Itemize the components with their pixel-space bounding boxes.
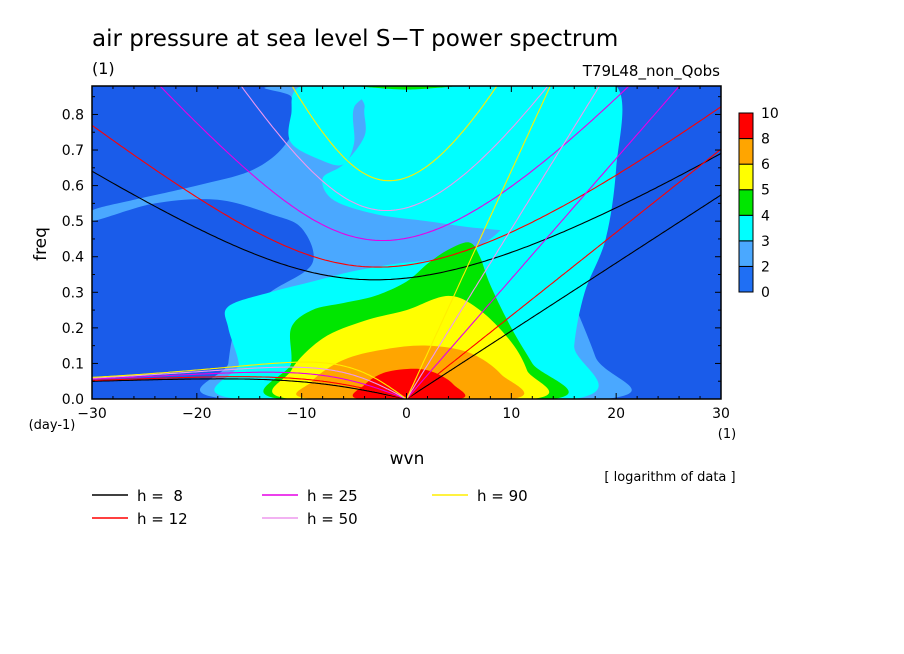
colorbar-swatch <box>738 138 754 165</box>
colorbar-swatch <box>738 189 754 216</box>
contour-level-3-2 <box>288 86 377 166</box>
legend-label: h = 25 <box>307 487 358 505</box>
contour-level-8-8 <box>352 368 466 399</box>
x-axis-label: wvn <box>390 449 425 469</box>
kelvin-curve-h8 <box>406 194 721 399</box>
rossby-curve-h90 <box>92 361 407 399</box>
colorbar-label: 6 <box>761 157 770 173</box>
colorbar-swatch <box>738 214 754 242</box>
y-axis-unit: (day-1) <box>29 418 76 433</box>
y-tick-label: 0.8 <box>62 107 84 123</box>
inertio-gravity-curve-h8 <box>92 152 721 281</box>
x-tick-label: 10 <box>502 406 520 422</box>
y-tick-label: 0.3 <box>62 285 84 301</box>
legend-label: h = 50 <box>307 510 358 528</box>
kelvin-curve-h25 <box>406 86 681 399</box>
kelvin-curve-h90 <box>405 86 551 399</box>
inertio-gravity-curve-h25 <box>159 86 630 242</box>
inertio-gravity-curve-h90 <box>291 86 498 182</box>
x-tick-label: −20 <box>182 406 212 422</box>
colorbar-label: 3 <box>761 234 770 250</box>
contour-level-3-3 <box>322 86 556 231</box>
legend-label: h = 90 <box>477 487 528 505</box>
colorbar-label: 5 <box>761 183 770 199</box>
x-tick-label: −30 <box>77 406 107 422</box>
x-tick-label: 20 <box>607 406 625 422</box>
y-tick-label: 0.0 <box>62 392 84 408</box>
kelvin-curve-h50 <box>406 86 601 399</box>
experiment-label: T79L48_non_Qobs <box>582 62 720 81</box>
colorbar-swatch <box>738 112 754 140</box>
x-tick-label: 30 <box>712 406 730 422</box>
x-axis-unit: (1) <box>718 427 736 442</box>
legend-label: h = 8 <box>137 487 183 505</box>
colorbar-swatch <box>738 240 754 267</box>
x-tick-label: −10 <box>287 406 317 422</box>
x-tick-label: 0 <box>402 406 411 422</box>
kelvin-curve-h12 <box>406 148 721 399</box>
y-tick-label: 0.4 <box>62 250 84 266</box>
y-tick-label: 0.6 <box>62 179 84 195</box>
y-tick-label: 0.1 <box>62 356 84 372</box>
y-tick-label: 0.7 <box>62 143 84 159</box>
colorbar-label: 8 <box>761 132 770 148</box>
inertio-gravity-curve-h12 <box>92 106 721 268</box>
legend-label: h = 12 <box>137 510 188 528</box>
rossby-curve-h25 <box>92 371 407 399</box>
colorbar-label: 0 <box>761 285 770 301</box>
inertio-gravity-curve-h50 <box>240 86 549 212</box>
title-unit: (1) <box>92 59 115 78</box>
colorbar-note: [ logarithm of data ] <box>604 470 735 485</box>
colorbar-label: 2 <box>761 259 770 275</box>
y-tick-label: 0.2 <box>62 321 84 337</box>
chart-title: air pressure at sea level S−T power spec… <box>92 26 618 52</box>
rossby-curve-h50 <box>92 366 407 399</box>
colorbar-swatch <box>738 265 754 293</box>
colorbar-swatch <box>738 163 754 191</box>
colorbar-label: 4 <box>761 208 770 224</box>
y-tick-label: 0.5 <box>62 214 84 230</box>
y-axis-label: freq <box>31 227 51 261</box>
rossby-curve-h8 <box>92 378 407 399</box>
rossby-curve-h12 <box>92 376 407 399</box>
colorbar-label: 10 <box>761 106 779 122</box>
